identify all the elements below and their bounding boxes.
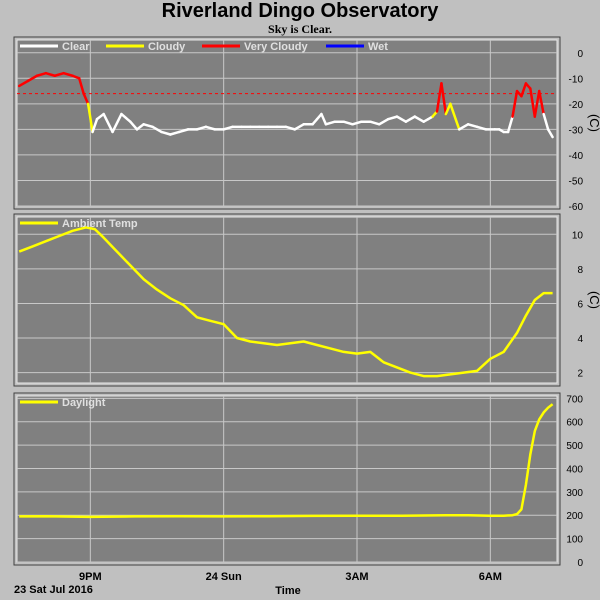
sky-temp-segment xyxy=(77,77,85,95)
sky-temp-segment xyxy=(395,115,408,123)
sky-temp-segment xyxy=(449,102,461,131)
y-tick-label: 200 xyxy=(566,511,583,522)
sky-temp-segment xyxy=(369,120,381,126)
sky-temp-segment xyxy=(293,123,305,131)
date-label: 23 Sat Jul 2016 xyxy=(14,584,93,596)
sky-temp-segment xyxy=(91,117,99,134)
sky-temp-segment xyxy=(26,74,39,83)
sky-temp-segment xyxy=(111,112,123,134)
sky-temp-segment xyxy=(457,123,470,131)
legend-label: Wet xyxy=(368,41,388,53)
y-tick-label: 6 xyxy=(577,299,583,310)
unit-label: (C) xyxy=(587,291,600,309)
sky-temp-segment xyxy=(342,120,354,126)
y-tick-label: 700 xyxy=(566,394,583,405)
sky-temp-segment xyxy=(320,112,328,126)
sky-temp-segment xyxy=(404,115,417,123)
sky-temp-segment xyxy=(151,125,163,134)
y-tick-label: -30 xyxy=(569,125,584,136)
y-tick-label: 0 xyxy=(577,49,583,60)
sky-temp-segment xyxy=(120,112,132,123)
y-tick-label: 0 xyxy=(577,558,583,569)
x-tick-label: 6AM xyxy=(479,571,502,583)
sky-temp-segment xyxy=(511,89,519,118)
sky-temp-segment xyxy=(82,92,90,106)
sky-temp-segment xyxy=(195,125,208,131)
sky-temp-segment xyxy=(35,71,48,78)
sky-temp-segment xyxy=(129,120,139,131)
sky-temp-segment xyxy=(142,123,154,129)
x-tick-label: 24 Sun xyxy=(206,571,242,583)
ambient-temp-panel xyxy=(13,213,561,387)
sky-temp-segment xyxy=(177,128,190,134)
sky-temp-segment xyxy=(520,82,528,98)
legend-label: Daylight xyxy=(62,397,106,409)
sky-temp-segment xyxy=(169,130,181,136)
daylight-line xyxy=(19,403,554,519)
daylight-panel xyxy=(13,392,561,566)
sky-temp-segment xyxy=(533,89,541,118)
sky-temp-segment xyxy=(440,82,448,116)
sky-temp-segment xyxy=(537,89,545,116)
sky-temp-segment xyxy=(413,115,425,123)
sky-temp-segment xyxy=(351,120,363,126)
y-tick-label: 300 xyxy=(566,488,583,499)
sky-temp-segment xyxy=(17,79,30,88)
sky-temp-segment xyxy=(542,112,550,131)
x-tick-label: 3AM xyxy=(345,571,368,583)
y-tick-label: 400 xyxy=(566,464,583,475)
y-tick-label: 8 xyxy=(577,265,583,276)
sky-temp-segment xyxy=(95,112,105,121)
y-tick-label: -20 xyxy=(569,100,584,111)
legend-label: Clear xyxy=(62,41,90,53)
y-tick-label: 500 xyxy=(566,441,583,452)
legend-label: Ambient Temp xyxy=(62,218,138,230)
y-tick-label: -10 xyxy=(569,74,584,85)
sky-temp-segment xyxy=(466,123,479,129)
sky-temp-segment xyxy=(435,82,443,113)
y-tick-label: 2 xyxy=(577,369,583,380)
legend-label: Cloudy xyxy=(148,41,186,53)
sky-temp-segment xyxy=(284,125,297,131)
sky-temp-segment xyxy=(62,71,74,78)
sky-temp-segment xyxy=(222,125,234,131)
legend-label: Very Cloudy xyxy=(244,41,308,53)
sky-temp-segment xyxy=(160,130,172,136)
x-tick-label: 9PM xyxy=(79,571,102,583)
sky-temp-segment xyxy=(386,115,399,121)
sky-temp-segment xyxy=(546,128,554,139)
sky-temp-segment xyxy=(86,102,94,134)
sky-temp-segment xyxy=(529,87,537,118)
sky-temp-segment xyxy=(204,125,217,131)
x-axis-title: Time xyxy=(275,585,300,597)
sky-temp-segment xyxy=(324,120,337,126)
sky-temp-segment xyxy=(102,112,114,134)
sky-status-subtitle: Sky is Clear. xyxy=(268,22,332,36)
unit-label: (C) xyxy=(587,114,600,132)
sky-temp-segment xyxy=(475,125,488,131)
y-tick-label: -40 xyxy=(569,151,584,162)
y-tick-label: 100 xyxy=(566,535,583,546)
sky-temp-segment xyxy=(377,117,390,126)
sky-temp-segment xyxy=(506,115,514,134)
sky-temp-segment xyxy=(135,123,145,131)
y-tick-label: -50 xyxy=(569,176,584,187)
sky-temp-segment xyxy=(444,102,452,116)
ambient-line xyxy=(18,226,553,378)
y-tick-label: -60 xyxy=(569,202,584,213)
sky-temp-segment xyxy=(53,71,65,78)
y-tick-label: 10 xyxy=(572,230,584,241)
page-title: Riverland Dingo Observatory xyxy=(161,0,439,22)
y-tick-label: 600 xyxy=(566,418,583,429)
y-tick-label: 4 xyxy=(577,334,583,345)
sky-temp-segment xyxy=(44,71,57,78)
